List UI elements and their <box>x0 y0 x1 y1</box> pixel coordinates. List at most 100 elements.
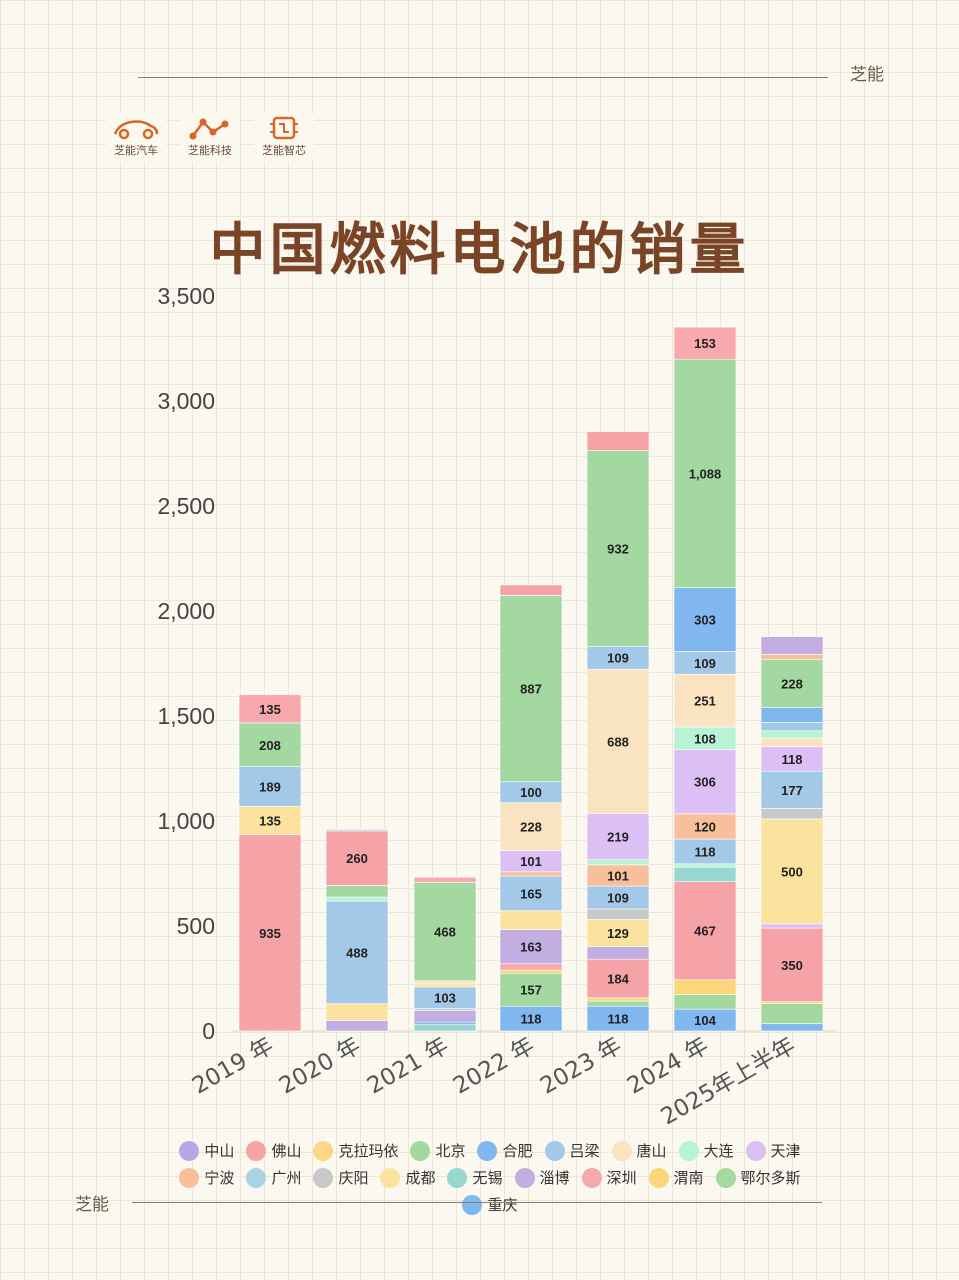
top-rule <box>138 77 828 78</box>
bar-segment <box>586 919 650 947</box>
bar-segment <box>238 834 302 1032</box>
bar-segment <box>760 730 824 739</box>
data-label: 165 <box>520 886 542 901</box>
bar-segment <box>760 808 824 820</box>
brand-top-right: 芝能 <box>850 65 884 85</box>
legend-item[interactable]: 大连 <box>678 1140 734 1161</box>
legend-swatch <box>447 1167 468 1188</box>
legend-item[interactable]: 深圳 <box>581 1167 637 1188</box>
legend-swatch <box>477 1140 498 1161</box>
legend-swatch <box>462 1194 483 1215</box>
bar-segment <box>760 721 824 731</box>
legend-label: 北京 <box>435 1142 466 1160</box>
data-label: 103 <box>434 991 456 1006</box>
legend-label: 宁波 <box>204 1169 235 1187</box>
bar-segment <box>413 1021 477 1025</box>
data-label: 153 <box>694 336 716 351</box>
legend-swatch <box>313 1140 334 1161</box>
legend-item[interactable]: 宁波 <box>179 1167 234 1188</box>
data-label: 887 <box>520 682 542 697</box>
data-label: 219 <box>607 830 629 845</box>
legend-item[interactable]: 天津 <box>745 1140 801 1161</box>
bar-segment <box>499 910 563 930</box>
legend-label: 克拉玛依 <box>338 1142 399 1160</box>
bar-segment <box>673 881 737 981</box>
data-label: 118 <box>608 1012 629 1027</box>
network-logo-icon <box>189 118 229 140</box>
bar-segment <box>760 654 824 661</box>
data-label: 260 <box>346 851 368 866</box>
legend-item[interactable]: 吕梁 <box>544 1140 600 1161</box>
data-label: 104 <box>694 1013 716 1028</box>
data-label: 101 <box>607 868 629 883</box>
legend-item[interactable]: 中山 <box>179 1140 234 1161</box>
bar-segment <box>413 1008 477 1011</box>
bar-segment <box>760 636 824 655</box>
x-tick-label: 2021 年 <box>363 1033 453 1100</box>
legend-item[interactable]: 克拉玛依 <box>313 1140 398 1161</box>
data-label: 101 <box>520 854 542 869</box>
legend-swatch <box>581 1167 602 1188</box>
bar-segment <box>673 866 737 882</box>
data-label: 932 <box>607 541 629 556</box>
bar-segment <box>673 749 737 815</box>
legend-swatch <box>313 1167 334 1188</box>
legend-label: 大连 <box>703 1142 734 1160</box>
bar-segment <box>499 963 563 971</box>
y-tick-label: 3,000 <box>157 388 215 414</box>
bar-segment <box>760 1001 824 1004</box>
legend-item[interactable]: 淄博 <box>514 1167 570 1188</box>
bar-segment <box>760 923 824 929</box>
bar-segment <box>760 1003 824 1024</box>
legend-label: 吕梁 <box>569 1142 600 1160</box>
data-label: 118 <box>782 752 803 767</box>
legend-item[interactable]: 北京 <box>410 1140 465 1161</box>
data-label: 184 <box>607 972 629 987</box>
bar-segment <box>760 737 824 747</box>
legend-swatch <box>514 1167 535 1188</box>
y-tick-label: 2,000 <box>157 598 215 624</box>
legend-item[interactable]: 广州 <box>246 1167 301 1188</box>
bar-segment <box>238 694 302 724</box>
y-tick-label: 500 <box>177 913 215 939</box>
data-label: 109 <box>607 891 629 906</box>
bar-segment <box>325 1003 389 1021</box>
legend-item[interactable]: 重庆 <box>462 1194 518 1215</box>
data-label: 109 <box>694 656 716 671</box>
legend-swatch <box>179 1140 200 1161</box>
bar-segment <box>413 983 477 988</box>
legend-label: 重庆 <box>487 1196 518 1214</box>
bar-segment <box>413 882 477 982</box>
legend-item[interactable]: 佛山 <box>246 1140 301 1161</box>
bar-segment <box>413 876 477 883</box>
bar-segment <box>499 972 563 1007</box>
data-label: 118 <box>521 1012 542 1027</box>
y-tick-label: 3,500 <box>157 283 215 309</box>
data-label: 109 <box>607 651 629 666</box>
legend-item[interactable]: 唐山 <box>611 1140 667 1161</box>
data-label: 118 <box>695 844 716 859</box>
bar-segment <box>586 450 650 647</box>
legend-item[interactable]: 庆阳 <box>313 1167 368 1188</box>
legend-item[interactable]: 成都 <box>380 1167 435 1188</box>
data-label: 500 <box>781 864 803 879</box>
bar-segment <box>760 746 824 772</box>
bar-segment <box>325 1020 389 1032</box>
x-tick-label: 2022 年 <box>449 1033 539 1100</box>
brand-bottom-left: 芝能 <box>75 1195 109 1215</box>
bar-segment <box>586 997 650 1002</box>
bar-segment <box>673 979 737 995</box>
bar-segment <box>499 871 563 877</box>
legend-item[interactable]: 无锡 <box>447 1167 503 1188</box>
legend-label: 淄博 <box>539 1169 570 1187</box>
bar-segment <box>325 885 389 898</box>
bar-segment <box>413 980 477 985</box>
logo-car-label: 芝能汽车 <box>114 144 158 157</box>
legend-item[interactable]: 渭南 <box>648 1167 704 1188</box>
bar-segment <box>325 830 389 886</box>
data-label: 135 <box>259 702 281 717</box>
chart-legend: 中山 佛山 克拉玛依 北京 合肥 吕梁 唐山 大连 天津宁波 广州 庆阳 成都 无锡 淄博 深圳 渭南 鄂尔多斯… <box>150 1140 830 1215</box>
data-label: 163 <box>520 940 542 955</box>
legend-item[interactable]: 鄂尔多斯 <box>715 1167 801 1188</box>
legend-item[interactable]: 合肥 <box>477 1140 533 1161</box>
